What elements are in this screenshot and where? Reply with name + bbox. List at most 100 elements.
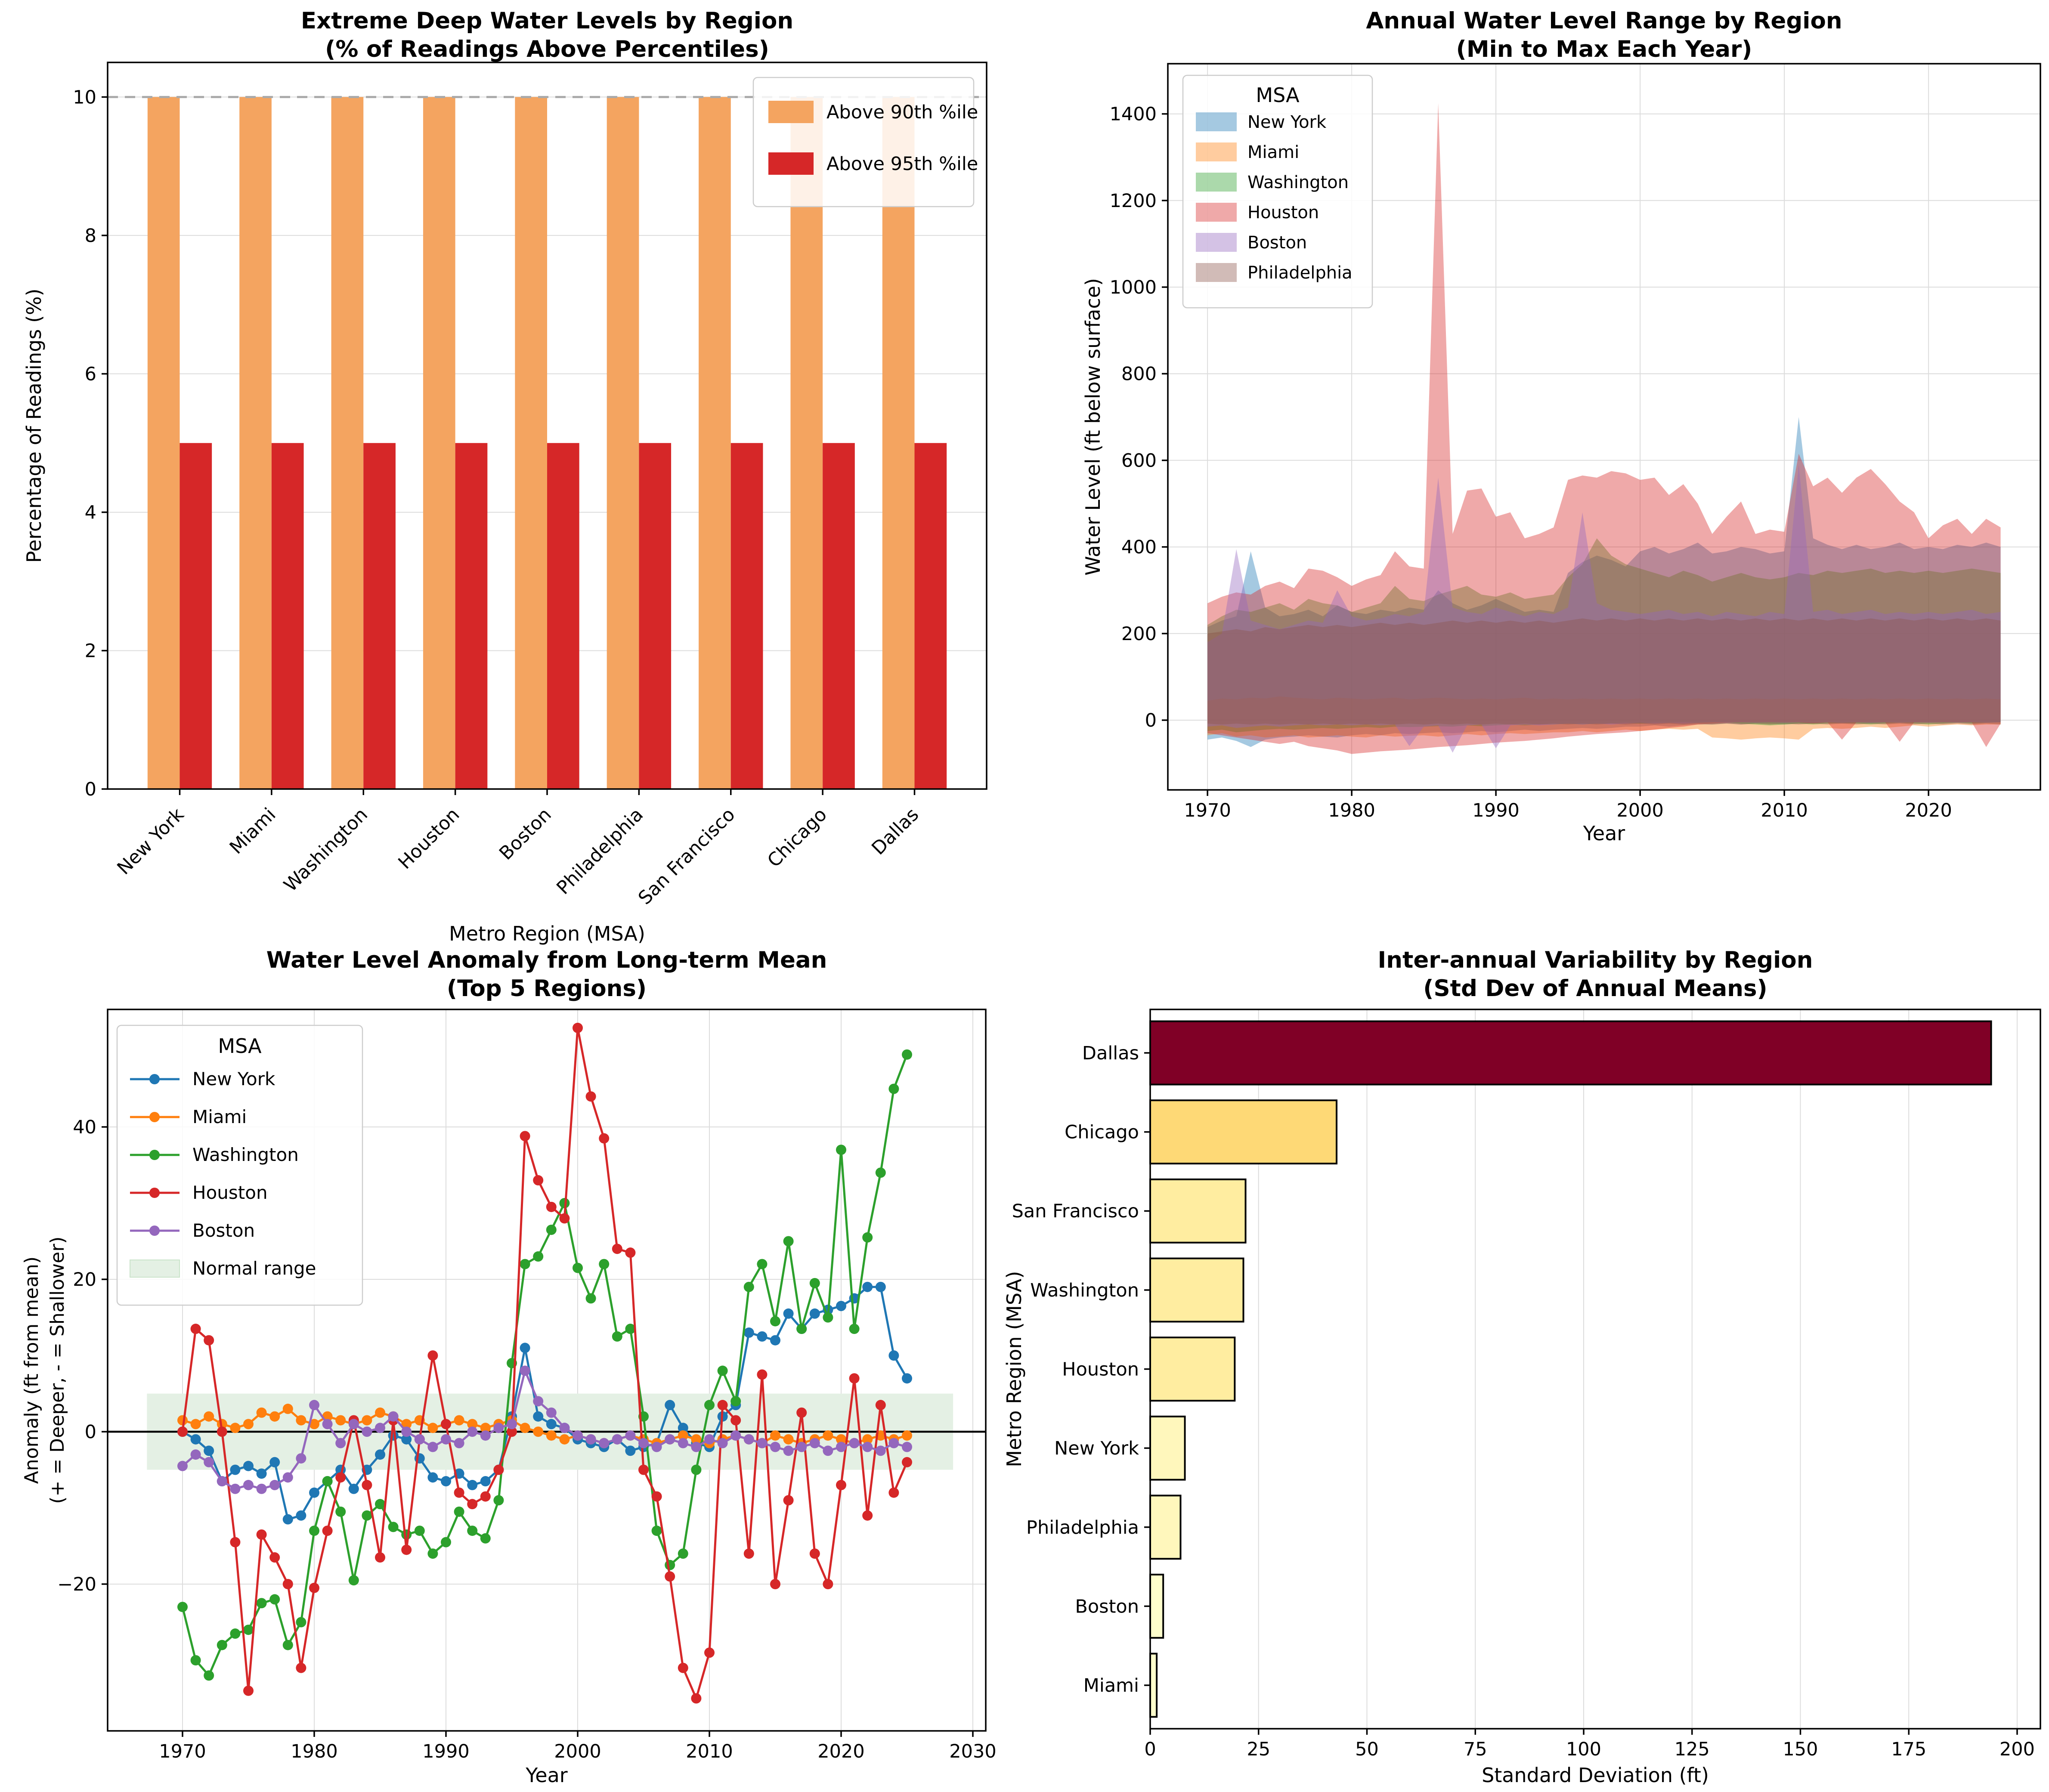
marker xyxy=(335,1506,346,1517)
marker xyxy=(269,1479,280,1490)
legend-title: MSA xyxy=(1256,84,1300,107)
marker xyxy=(783,1236,794,1247)
marker xyxy=(743,1548,754,1559)
marker xyxy=(862,1281,873,1292)
marker xyxy=(559,1423,570,1433)
marker xyxy=(256,1598,267,1609)
y-tick-label: −20 xyxy=(57,1574,96,1595)
marker xyxy=(704,1647,715,1658)
x-tick-label: 1970 xyxy=(159,1741,206,1762)
marker xyxy=(467,1419,478,1430)
marker xyxy=(678,1430,688,1441)
marker xyxy=(836,1479,846,1490)
hbar-san-francisco xyxy=(1149,1178,1247,1244)
marker xyxy=(625,1445,636,1456)
bar-above90 xyxy=(790,97,823,789)
axes-frame xyxy=(1167,63,2041,791)
marker xyxy=(441,1419,451,1430)
marker xyxy=(783,1434,794,1445)
marker xyxy=(375,1407,385,1418)
marker xyxy=(599,1438,610,1448)
chart-extreme-levels: Extreme Deep Water Levels by Region(% of… xyxy=(22,8,987,945)
marker xyxy=(454,1415,464,1426)
legend-marker xyxy=(149,1150,160,1160)
marker xyxy=(520,1343,530,1353)
marker xyxy=(678,1548,688,1559)
chart4-xlabel: Standard Deviation (ft) xyxy=(1482,1764,1709,1787)
y-tick-label: 0 xyxy=(85,779,96,800)
marker xyxy=(875,1400,886,1411)
marker xyxy=(665,1434,675,1445)
marker xyxy=(585,1434,596,1445)
marker xyxy=(757,1369,768,1380)
marker xyxy=(770,1579,780,1589)
bar-above95 xyxy=(823,443,855,789)
chart1-legend: Above 90th %ile Above 95th %ile xyxy=(752,77,978,207)
legend-title: MSA xyxy=(218,1034,262,1058)
bar-above90 xyxy=(331,97,364,789)
marker xyxy=(282,1403,293,1414)
legend-swatch xyxy=(130,1260,180,1278)
marker xyxy=(665,1571,675,1582)
bar-above95 xyxy=(639,443,672,789)
marker xyxy=(282,1514,293,1525)
marker xyxy=(862,1510,873,1521)
marker xyxy=(204,1457,214,1467)
marker xyxy=(230,1537,241,1547)
marker xyxy=(243,1625,254,1635)
marker xyxy=(177,1461,188,1471)
marker xyxy=(190,1434,201,1445)
marker xyxy=(585,1293,596,1304)
hbar-miami xyxy=(1149,1653,1158,1718)
hbar-boston xyxy=(1149,1573,1164,1639)
marker xyxy=(862,1232,873,1243)
marker xyxy=(704,1434,715,1445)
marker xyxy=(204,1411,214,1422)
bar-above90 xyxy=(699,97,731,789)
legend-label: Miami xyxy=(192,1106,247,1127)
marker xyxy=(480,1423,491,1433)
marker xyxy=(520,1131,530,1142)
y-tick-label: 2 xyxy=(85,640,96,662)
marker xyxy=(335,1438,346,1448)
legend-swatch xyxy=(768,152,814,175)
bar-above95 xyxy=(180,443,212,789)
marker xyxy=(902,1373,912,1384)
marker xyxy=(190,1655,201,1665)
x-tick-label: 2020 xyxy=(1905,800,1952,821)
area-houston xyxy=(1207,103,2001,754)
x-tick-label: Boston xyxy=(495,804,555,864)
marker xyxy=(691,1442,702,1452)
hbar-philadelphia xyxy=(1149,1495,1182,1560)
marker xyxy=(427,1350,438,1361)
x-tick-label: Chicago xyxy=(763,804,831,872)
chart1-title: Extreme Deep Water Levels by Region xyxy=(301,8,793,34)
marker xyxy=(783,1445,794,1456)
marker xyxy=(217,1640,227,1650)
marker xyxy=(230,1464,241,1475)
marker xyxy=(691,1693,702,1704)
marker xyxy=(375,1552,385,1563)
marker xyxy=(533,1251,544,1262)
marker xyxy=(454,1487,464,1498)
legend-box xyxy=(116,1024,363,1306)
marker xyxy=(348,1419,359,1430)
marker xyxy=(573,1430,583,1441)
marker xyxy=(599,1133,610,1144)
marker xyxy=(783,1308,794,1319)
marker xyxy=(612,1331,622,1342)
hbar-new-york xyxy=(1149,1415,1186,1481)
hbar-dallas xyxy=(1149,1020,1992,1086)
marker xyxy=(296,1453,306,1464)
marker xyxy=(401,1419,412,1430)
marker xyxy=(638,1438,649,1448)
legend-label: Above 90th %ile xyxy=(826,102,978,123)
marker xyxy=(335,1415,346,1426)
legend-marker xyxy=(149,1188,160,1198)
marker xyxy=(217,1476,227,1487)
chart3-legend: MSA New York Miami Washington Houston Boston N… xyxy=(116,1024,363,1306)
x-tick-label: 1980 xyxy=(291,1741,337,1762)
y-tick-label: 0 xyxy=(85,1421,96,1443)
marker xyxy=(269,1594,280,1605)
